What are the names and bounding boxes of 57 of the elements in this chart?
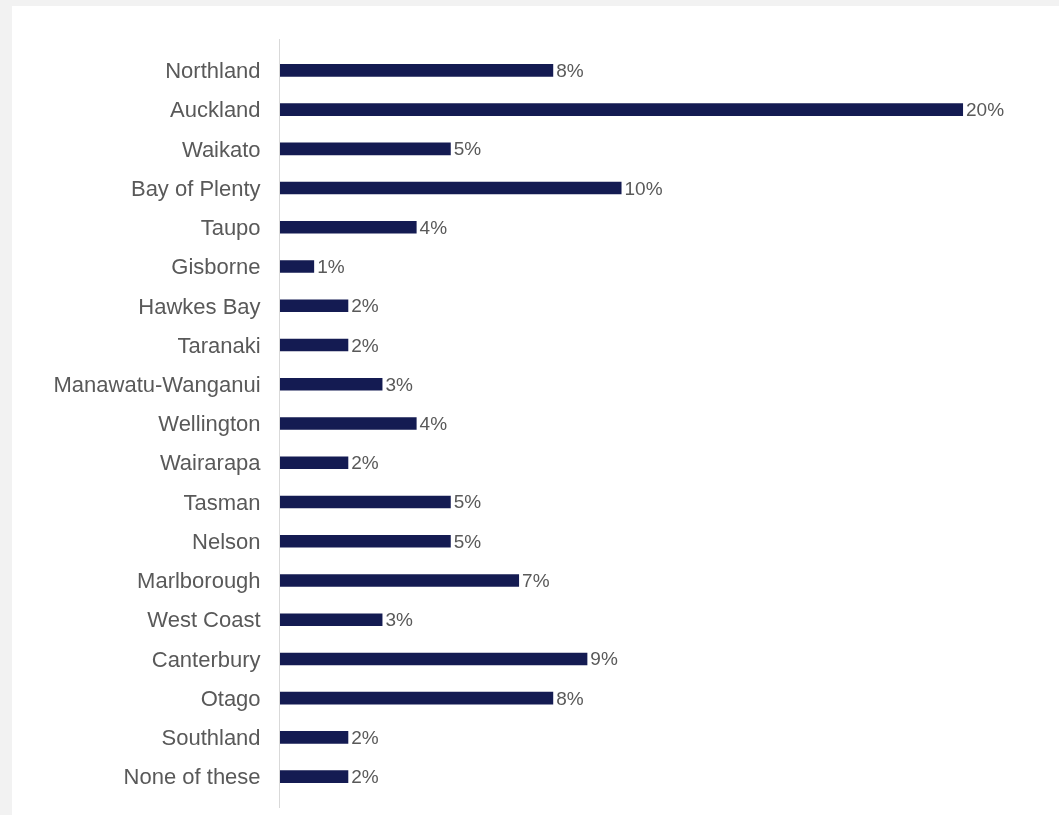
y-tick-label: Wairarapa	[159, 450, 262, 476]
bar	[280, 691, 554, 705]
bar	[280, 574, 520, 587]
y-tick-label: West Coast	[147, 607, 261, 633]
bar	[280, 495, 451, 509]
bar	[280, 652, 588, 666]
data-label: 4%	[419, 216, 448, 238]
y-tick-label: Bay of Plenty	[130, 175, 261, 201]
data-label: 4%	[419, 413, 448, 434]
bar	[280, 64, 554, 77]
y-tick-label: Southland	[161, 725, 261, 751]
data-label: 2%	[351, 452, 379, 474]
y-tick-label: None of these	[123, 764, 261, 790]
data-label: 2%	[351, 726, 379, 748]
bar	[280, 103, 964, 116]
data-label: 2%	[351, 295, 379, 317]
bar	[280, 534, 451, 548]
bar	[280, 181, 622, 195]
y-tick-label: Manawatu-Wanganui	[53, 371, 261, 397]
bar	[280, 613, 383, 626]
bar	[280, 260, 315, 273]
y-tick-label: Hawkes Bay	[138, 293, 261, 319]
bar	[280, 731, 349, 744]
y-tick-label: Waikato	[181, 136, 261, 162]
data-label: 5%	[453, 491, 482, 513]
y-tick-label: Northland	[165, 58, 261, 84]
data-label: 3%	[385, 373, 414, 395]
data-label: 2%	[351, 766, 379, 788]
data-label: 8%	[556, 687, 584, 709]
y-tick-label: Canterbury	[151, 646, 261, 672]
data-label: 5%	[453, 138, 482, 160]
y-tick-label: Otago	[200, 685, 261, 711]
data-label: 1%	[317, 256, 345, 278]
y-tick-label: Nelson	[192, 528, 261, 554]
y-tick-label: Marlborough	[137, 568, 261, 594]
data-label: 9%	[590, 648, 618, 670]
data-label: 10%	[624, 177, 663, 199]
y-tick-label: Gisborne	[171, 254, 261, 280]
bar	[280, 377, 383, 391]
bar	[280, 338, 349, 352]
data-label: 8%	[556, 59, 584, 81]
data-label: 3%	[385, 609, 414, 631]
data-label: 5%	[453, 530, 482, 552]
y-tick-label: Taranaki	[177, 332, 261, 358]
bar	[280, 299, 349, 313]
y-tick-label: Taupo	[200, 215, 261, 241]
bar	[280, 456, 349, 470]
bar	[280, 221, 417, 234]
bar	[280, 142, 451, 156]
bar	[280, 770, 349, 783]
data-label: 7%	[522, 569, 550, 591]
y-tick-label: Tasman	[183, 489, 261, 515]
bar	[280, 417, 417, 430]
data-label: 20%	[966, 99, 1005, 121]
y-tick-label: Auckland	[170, 97, 261, 123]
y-tick-label: Wellington	[158, 411, 261, 437]
data-label: 2%	[351, 334, 379, 356]
